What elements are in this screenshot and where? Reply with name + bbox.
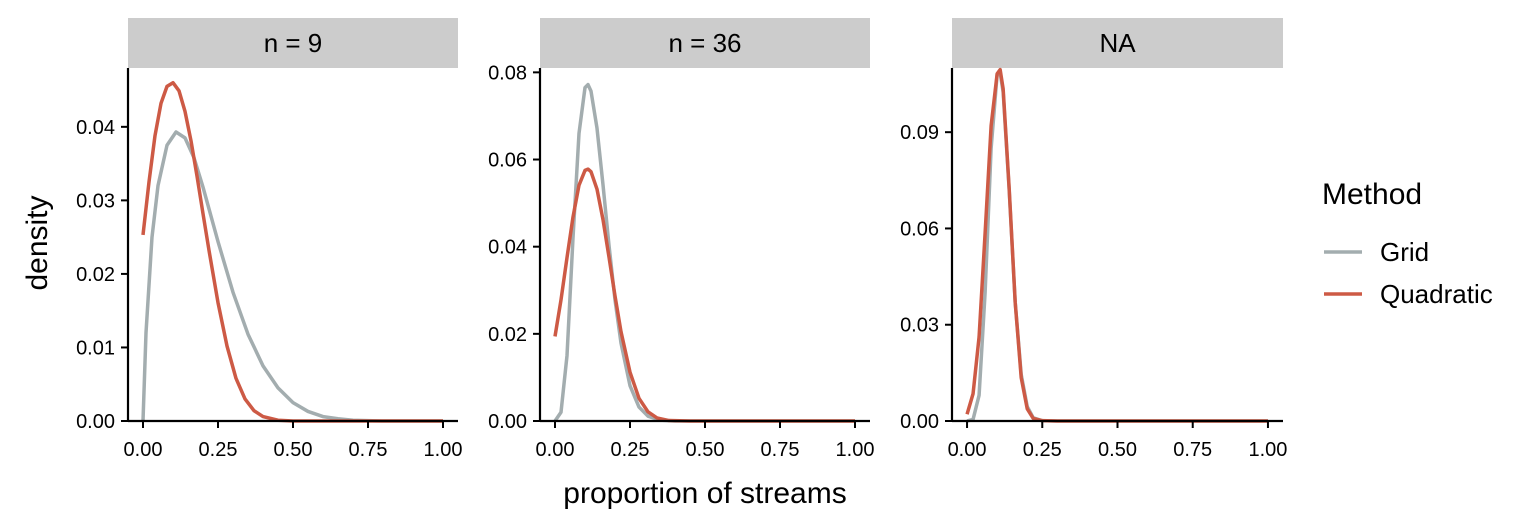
x-tick-label: 0.50 xyxy=(274,439,313,461)
y-tick-label: 0.03 xyxy=(900,315,939,337)
y-tick-label: 0.06 xyxy=(488,150,527,172)
x-tick-label: 0.25 xyxy=(1023,439,1062,461)
strip-background xyxy=(540,18,870,68)
y-tick-label: 0.09 xyxy=(900,122,939,144)
legend-label-quadratic: Quadratic xyxy=(1380,279,1493,309)
strip-label: n = 36 xyxy=(668,28,741,58)
y-tick-label: 0.08 xyxy=(488,62,527,84)
x-tick-label: 1.00 xyxy=(424,439,463,461)
y-tick-label: 0.00 xyxy=(76,411,115,433)
y-tick-label: 0.04 xyxy=(488,237,527,259)
legend: Method Grid Quadratic xyxy=(1322,178,1493,309)
x-tick-label: 1.00 xyxy=(836,439,875,461)
legend-title: Method xyxy=(1322,178,1422,211)
x-tick-label: 1.00 xyxy=(1248,439,1287,461)
x-tick-label: 0.25 xyxy=(611,439,650,461)
x-tick-label: 0.50 xyxy=(1098,439,1137,461)
panel-2: n = 36 0.00 0.02 0.04 0.06 0.08 0.00 0.25 0.50 0.… xyxy=(488,18,874,461)
y-tick-label: 0.00 xyxy=(488,411,527,433)
y-tick-label: 0.06 xyxy=(900,218,939,240)
x-tick-label: 0.00 xyxy=(948,439,987,461)
strip-label: n = 9 xyxy=(264,28,323,58)
facet-panels: n = 9 0.00 0.01 0.02 0.03 0.04 0.00 0.25 0.50 0.7… xyxy=(76,18,1287,461)
x-tick-label: 0.75 xyxy=(761,439,800,461)
x-tick-label: 0.25 xyxy=(199,439,238,461)
y-tick-label: 0.01 xyxy=(76,337,115,359)
series-line-quadratic xyxy=(553,167,855,423)
x-tick-label: 0.75 xyxy=(349,439,388,461)
strip-background xyxy=(128,18,458,68)
x-axis-title: proportion of streams xyxy=(563,477,846,510)
y-tick-label: 0.03 xyxy=(76,190,115,212)
y-axis-title: density xyxy=(21,195,54,290)
y-tick-label: 0.00 xyxy=(900,411,939,433)
strip-background xyxy=(952,18,1283,68)
series-line-quadratic xyxy=(141,80,443,423)
strip-label: NA xyxy=(1099,28,1136,58)
x-tick-label: 0.50 xyxy=(686,439,725,461)
legend-label-grid: Grid xyxy=(1380,237,1429,267)
y-tick-label: 0.02 xyxy=(488,324,527,346)
panel-1: n = 9 0.00 0.01 0.02 0.03 0.04 0.00 0.25 0.50 0.7… xyxy=(76,18,462,461)
series-line-quadratic xyxy=(965,67,1268,423)
x-tick-label: 0.00 xyxy=(124,439,163,461)
x-tick-label: 0.75 xyxy=(1173,439,1212,461)
panel-3: NA 0.00 0.03 0.06 0.09 0.00 0.25 0.50 0.75 1.00 xyxy=(900,18,1287,461)
x-tick-label: 0.00 xyxy=(536,439,575,461)
y-tick-label: 0.04 xyxy=(76,117,115,139)
series-line-grid xyxy=(141,130,443,423)
series-line-grid xyxy=(553,82,855,423)
y-tick-label: 0.02 xyxy=(76,264,115,286)
